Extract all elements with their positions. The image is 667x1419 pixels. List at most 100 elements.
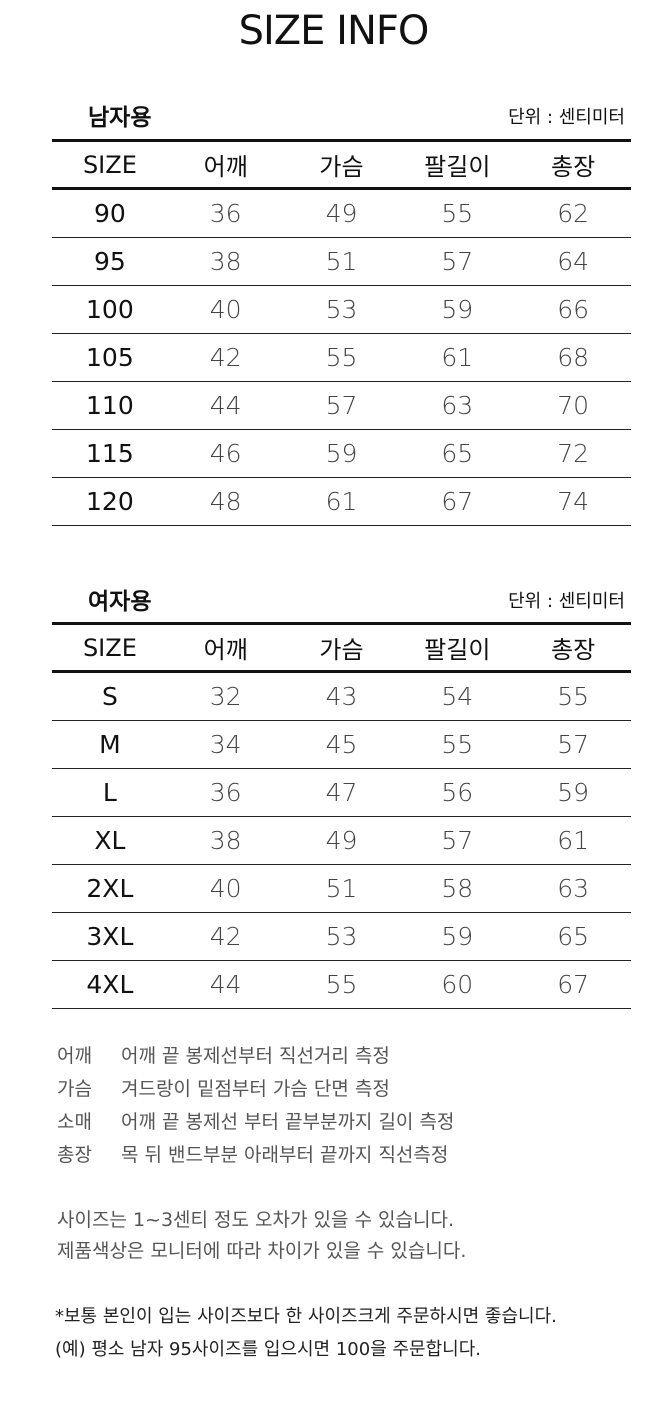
measurement-cell: 51 xyxy=(283,864,400,913)
size-cell: 90 xyxy=(52,188,168,238)
women-unit-label: 단위 : 센티미터 xyxy=(508,591,625,612)
column-header: SIZE xyxy=(52,139,168,190)
column-header: 어깨 xyxy=(167,622,284,673)
measurement-cell: 46 xyxy=(167,429,284,478)
measurement-cell: 74 xyxy=(515,477,631,526)
men-unit-label: 단위 : 센티미터 xyxy=(508,107,625,128)
measurement-cell: 57 xyxy=(283,381,400,430)
measurement-cell: 65 xyxy=(399,429,516,478)
measurement-cell: 55 xyxy=(515,671,631,721)
table-row: 2XL 40 51 58 63 xyxy=(52,864,631,913)
table-row: 120 48 61 67 74 xyxy=(52,477,631,526)
table-row: 110 44 57 63 70 xyxy=(52,381,631,430)
women-section-label: 여자용 xyxy=(88,589,152,615)
measurement-cell: 54 xyxy=(399,671,516,721)
column-header: 가슴 xyxy=(283,139,400,190)
measurement-cell: 34 xyxy=(167,720,284,769)
measurement-cell: 42 xyxy=(167,912,284,961)
measurement-notes: 어깨 어깨 끝 봉제선부터 직선거리 측정 가슴 겨드랑이 밑점부터 가슴 단면 측… xyxy=(57,1040,454,1172)
column-header: 어깨 xyxy=(167,139,284,190)
table-row: 105 42 55 61 68 xyxy=(52,333,631,382)
measurement-cell: 56 xyxy=(399,768,516,817)
size-cell: 4XL xyxy=(52,960,168,1009)
disclaimer: 사이즈는 1~3센티 정도 오차가 있을 수 있습니다. 제품색상은 모니터에 … xyxy=(57,1205,466,1267)
column-header: SIZE xyxy=(52,622,168,673)
measurement-cell: 43 xyxy=(283,671,400,721)
size-cell: XL xyxy=(52,816,168,865)
men-size-table: SIZE 어깨 가슴 팔길이 총장 90 36 49 55 62 95 38 51 57 64 100 40 5… xyxy=(52,139,631,526)
measurement-cell: 51 xyxy=(283,237,400,286)
measurement-cell: 49 xyxy=(283,816,400,865)
measurement-cell: 38 xyxy=(167,816,284,865)
column-header: 총장 xyxy=(515,622,631,673)
measurement-cell: 44 xyxy=(167,381,284,430)
size-cell: 2XL xyxy=(52,864,168,913)
note-text: 어깨 끝 봉제선부터 직선거리 측정 xyxy=(121,1045,390,1067)
table-row: 3XL 42 53 59 65 xyxy=(52,912,631,961)
measurement-cell: 44 xyxy=(167,960,284,1009)
tip-line: (예) 평소 남자 95사이즈를 입으시면 100을 주문합니다. xyxy=(55,1339,481,1360)
note-row: 가슴 겨드랑이 밑점부터 가슴 단면 측정 xyxy=(57,1073,454,1106)
size-cell: 120 xyxy=(52,477,168,526)
note-row: 소매 어깨 끝 봉제선 부터 끝부분까지 길이 측정 xyxy=(57,1106,454,1139)
measurement-cell: 55 xyxy=(399,720,516,769)
table-header-row: SIZE 어깨 가슴 팔길이 총장 xyxy=(52,139,631,190)
measurement-cell: 36 xyxy=(167,768,284,817)
size-cell: 110 xyxy=(52,381,168,430)
measurement-cell: 59 xyxy=(283,429,400,478)
measurement-cell: 55 xyxy=(283,960,400,1009)
measurement-cell: 66 xyxy=(515,285,631,334)
table-row: M 34 45 55 57 xyxy=(52,720,631,769)
women-size-table: SIZE 어깨 가슴 팔길이 총장 S 32 43 54 55 M 34 45 55 57 L 36 47 56 5… xyxy=(52,622,631,1009)
measurement-cell: 68 xyxy=(515,333,631,382)
measurement-cell: 49 xyxy=(283,188,400,238)
measurement-cell: 61 xyxy=(515,816,631,865)
note-text: 어깨 끝 봉제선 부터 끝부분까지 길이 측정 xyxy=(121,1111,455,1133)
measurement-cell: 59 xyxy=(399,912,516,961)
column-header: 팔길이 xyxy=(399,139,516,190)
size-cell: 100 xyxy=(52,285,168,334)
measurement-cell: 53 xyxy=(283,912,400,961)
men-section-label: 남자용 xyxy=(88,105,152,131)
tip-line: *보통 본인이 입는 사이즈보다 한 사이즈크게 주문하시면 좋습니다. xyxy=(55,1306,557,1327)
measurement-cell: 72 xyxy=(515,429,631,478)
size-cell: 105 xyxy=(52,333,168,382)
column-header: 팔길이 xyxy=(399,622,516,673)
note-row: 총장 목 뒤 밴드부분 아래부터 끝까지 직선측정 xyxy=(57,1139,454,1172)
measurement-cell: 58 xyxy=(399,864,516,913)
size-cell: L xyxy=(52,768,168,817)
table-row: 95 38 51 57 64 xyxy=(52,237,631,286)
note-key: 소매 xyxy=(57,1111,92,1133)
measurement-cell: 55 xyxy=(283,333,400,382)
measurement-cell: 48 xyxy=(167,477,284,526)
measurement-cell: 63 xyxy=(515,864,631,913)
measurement-cell: 59 xyxy=(399,285,516,334)
column-header: 총장 xyxy=(515,139,631,190)
measurement-cell: 57 xyxy=(399,816,516,865)
note-key: 가슴 xyxy=(57,1078,92,1100)
measurement-cell: 57 xyxy=(515,720,631,769)
size-cell: 95 xyxy=(52,237,168,286)
measurement-cell: 64 xyxy=(515,237,631,286)
table-row: 100 40 53 59 66 xyxy=(52,285,631,334)
table-row: S 32 43 54 55 xyxy=(52,671,631,721)
size-cell: M xyxy=(52,720,168,769)
order-tip: *보통 본인이 입는 사이즈보다 한 사이즈크게 주문하시면 좋습니다. (예)… xyxy=(55,1300,557,1366)
measurement-cell: 42 xyxy=(167,333,284,382)
measurement-cell: 61 xyxy=(283,477,400,526)
measurement-cell: 62 xyxy=(515,188,631,238)
page-title: SIZE INFO xyxy=(238,8,430,54)
measurement-cell: 32 xyxy=(167,671,284,721)
measurement-cell: 55 xyxy=(399,188,516,238)
note-key: 어깨 xyxy=(57,1045,92,1067)
disclaimer-line: 제품색상은 모니터에 따라 차이가 있을 수 있습니다. xyxy=(57,1240,467,1262)
note-text: 목 뒤 밴드부분 아래부터 끝까지 직선측정 xyxy=(121,1144,449,1166)
size-cell: S xyxy=(52,671,168,721)
measurement-cell: 36 xyxy=(167,188,284,238)
measurement-cell: 70 xyxy=(515,381,631,430)
note-key: 총장 xyxy=(57,1144,92,1166)
table-row: 4XL 44 55 60 67 xyxy=(52,960,631,1009)
measurement-cell: 67 xyxy=(515,960,631,1009)
size-cell: 115 xyxy=(52,429,168,478)
measurement-cell: 38 xyxy=(167,237,284,286)
